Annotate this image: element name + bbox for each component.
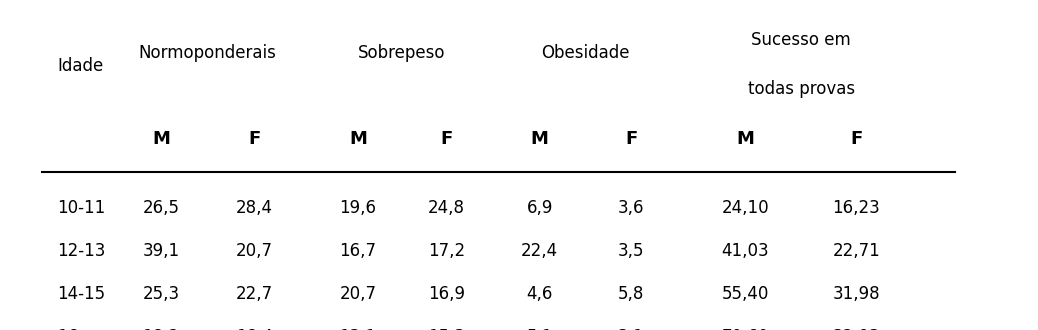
Text: F: F <box>440 130 453 148</box>
Text: Obesidade: Obesidade <box>541 44 630 62</box>
Text: 5,8: 5,8 <box>618 285 645 303</box>
Text: 25,3: 25,3 <box>142 285 180 303</box>
Text: 16,9: 16,9 <box>428 285 465 303</box>
Text: 22,4: 22,4 <box>521 242 558 260</box>
Text: M: M <box>349 130 367 148</box>
Text: F: F <box>625 130 637 148</box>
Text: 17,2: 17,2 <box>428 242 465 260</box>
Text: 16,7: 16,7 <box>339 242 377 260</box>
Text: F: F <box>248 130 261 148</box>
Text: 70,60: 70,60 <box>721 328 769 330</box>
Text: 15,3: 15,3 <box>428 328 465 330</box>
Text: 5,1: 5,1 <box>526 328 553 330</box>
Text: Sucesso em: Sucesso em <box>752 31 851 49</box>
Text: 10-11: 10-11 <box>57 199 105 217</box>
Text: 39,1: 39,1 <box>142 242 180 260</box>
Text: 20,7: 20,7 <box>339 285 377 303</box>
Text: 16: 16 <box>57 328 78 330</box>
Text: 22,71: 22,71 <box>832 242 880 260</box>
Text: 13,1: 13,1 <box>339 328 377 330</box>
Text: 31,98: 31,98 <box>832 285 880 303</box>
Text: 3,1: 3,1 <box>618 328 645 330</box>
Text: 18,2: 18,2 <box>142 328 180 330</box>
Text: todas provas: todas provas <box>747 80 855 98</box>
Text: 41,03: 41,03 <box>721 242 769 260</box>
Text: 18,4: 18,4 <box>236 328 273 330</box>
Text: 16,23: 16,23 <box>832 199 880 217</box>
Text: M: M <box>152 130 170 148</box>
Text: Normoponderais: Normoponderais <box>139 44 276 62</box>
Text: 32,93: 32,93 <box>832 328 880 330</box>
Text: 19,6: 19,6 <box>339 199 377 217</box>
Text: 4,6: 4,6 <box>526 285 553 303</box>
Text: 3,6: 3,6 <box>618 199 645 217</box>
Text: 55,40: 55,40 <box>721 285 769 303</box>
Text: F: F <box>850 130 863 148</box>
Text: Idade: Idade <box>57 57 104 75</box>
Text: 14-15: 14-15 <box>57 285 105 303</box>
Text: 3,5: 3,5 <box>618 242 645 260</box>
Text: M: M <box>530 130 549 148</box>
Text: 28,4: 28,4 <box>236 199 273 217</box>
Text: 12-13: 12-13 <box>57 242 106 260</box>
Text: 24,8: 24,8 <box>428 199 465 217</box>
Text: 20,7: 20,7 <box>236 242 273 260</box>
Text: 24,10: 24,10 <box>721 199 769 217</box>
Text: 26,5: 26,5 <box>142 199 180 217</box>
Text: 6,9: 6,9 <box>526 199 553 217</box>
Text: Sobrepeso: Sobrepeso <box>358 44 445 62</box>
Text: M: M <box>736 130 755 148</box>
Text: 22,7: 22,7 <box>236 285 273 303</box>
